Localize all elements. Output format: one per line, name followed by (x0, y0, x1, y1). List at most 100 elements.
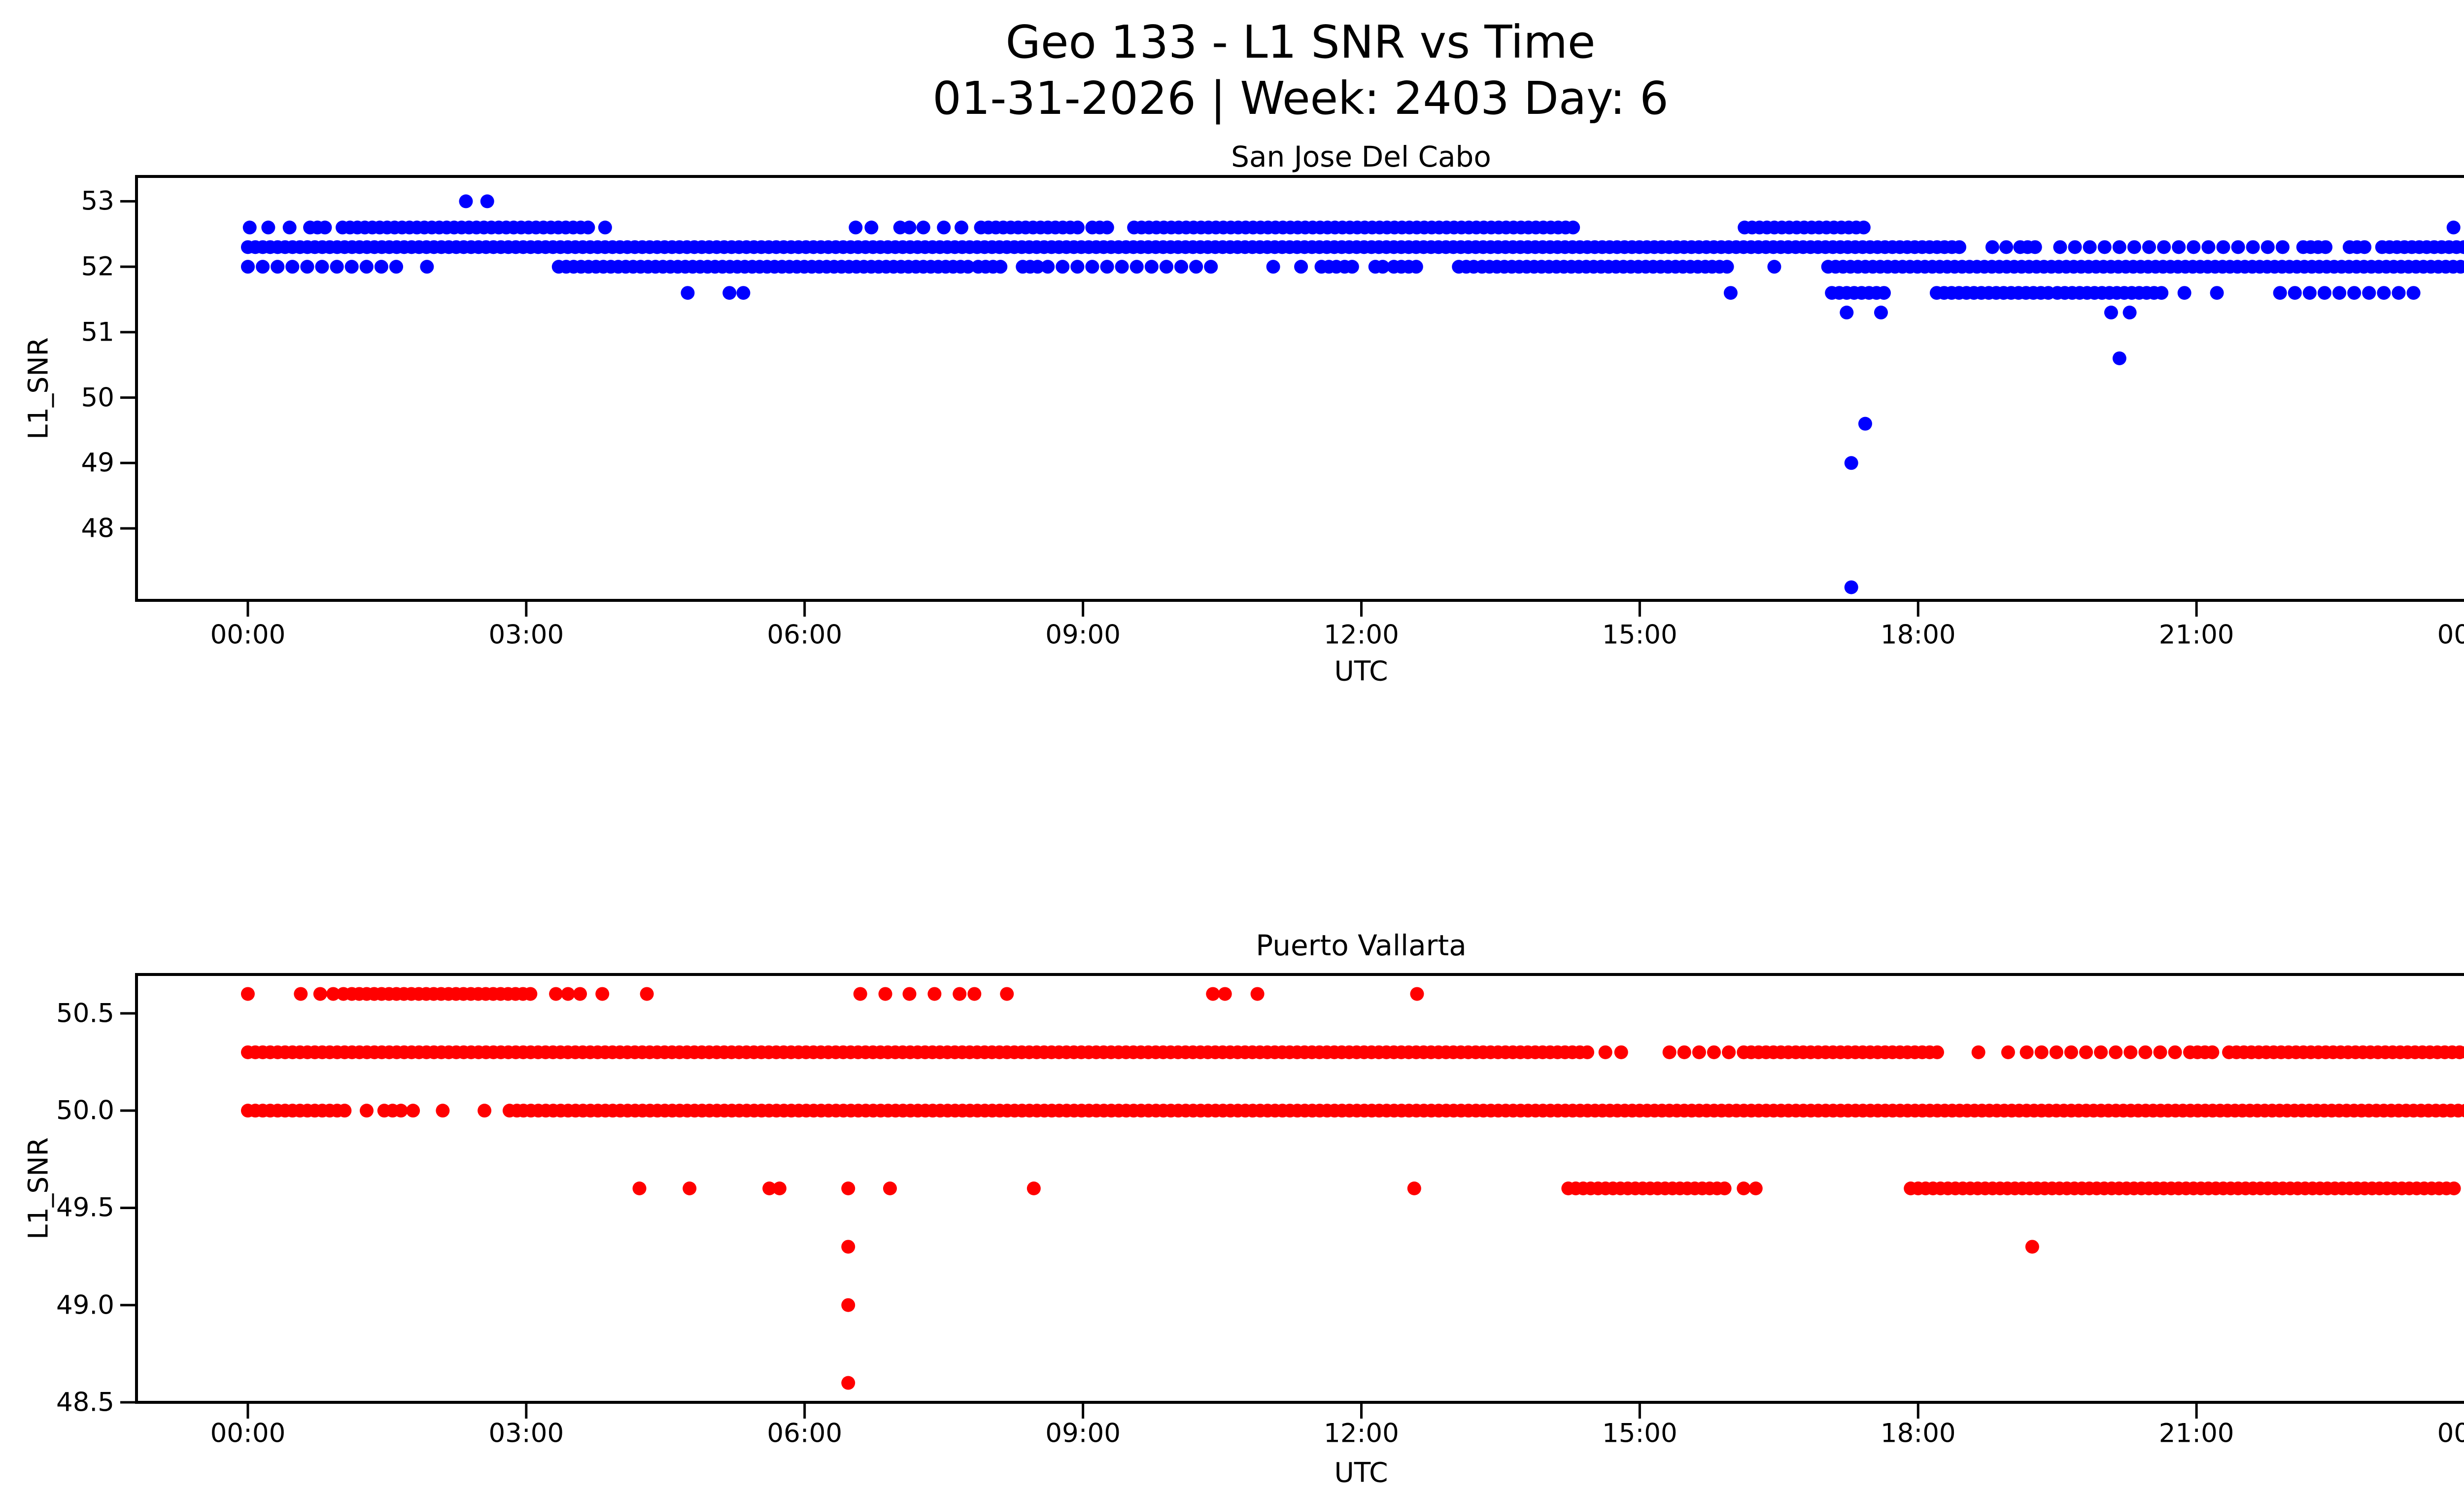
scatter-point (595, 987, 610, 1001)
scatter-point (902, 220, 917, 235)
scatter-point (632, 1182, 647, 1195)
scatter-point (510, 1104, 524, 1118)
scatter-point (2025, 1240, 2039, 1254)
subplot1-xlabel: UTC (1334, 655, 1388, 687)
y-tick-label: 48 (81, 513, 114, 544)
figure-subtitle: 01-31-2026 | Week: 2403 Day: 6 (932, 72, 1669, 125)
y-tick-label: 50.5 (56, 998, 114, 1029)
scatter-point (1840, 306, 1854, 320)
scatter-point (598, 220, 612, 235)
scatter-point (436, 1104, 450, 1118)
scatter-point (2104, 306, 2118, 320)
scatter-point (853, 987, 867, 1001)
scatter-point (1737, 1182, 1751, 1195)
scatter-point (313, 987, 327, 1001)
x-tick-label: 03:00 (488, 620, 564, 650)
x-tick-label: 21:00 (2158, 620, 2234, 650)
scatter-point (2112, 351, 2126, 365)
scatter-point (1266, 260, 1280, 274)
scatter-point (240, 987, 255, 1001)
scatter-point (573, 987, 587, 1001)
scatter-point (927, 987, 942, 1001)
scatter-point (762, 1182, 777, 1195)
scatter-point (772, 1182, 787, 1195)
figure-title: Geo 133 - L1 SNR vs Time (1005, 16, 1596, 69)
x-tick-label: 12:00 (1324, 1418, 1399, 1449)
x-tick-label: 12:00 (1324, 620, 1399, 650)
x-tick-label: 18:00 (1880, 1418, 1956, 1449)
scatter-point (841, 1182, 856, 1195)
scatter-point (1858, 417, 1872, 431)
scatter-point (1218, 987, 1232, 1001)
scatter-point (937, 220, 951, 235)
scatter-point (681, 286, 695, 300)
x-tick-label: 09:00 (1045, 1418, 1121, 1449)
scatter-point (640, 987, 654, 1001)
scatter-point (406, 1104, 420, 1118)
scatter-point (883, 1182, 897, 1195)
subplot2-xlabel: UTC (1334, 1457, 1388, 1489)
scatter-point (916, 220, 930, 235)
scatter-point (1407, 1182, 1421, 1195)
scatter-point (359, 1104, 374, 1118)
scatter-point (1614, 1045, 1628, 1059)
y-tick-label: 49.0 (56, 1290, 114, 1321)
scatter-point (326, 987, 341, 1001)
scatter-point (841, 1240, 856, 1254)
scatter-point (294, 987, 308, 1001)
scatter-point (954, 220, 968, 235)
scatter-point (1874, 306, 1888, 320)
subplot1-title: San Jose Del Cabo (1231, 140, 1491, 174)
scatter-point (1000, 987, 1014, 1001)
x-tick-label: 21:00 (2158, 1418, 2234, 1449)
scatter-point (394, 1104, 408, 1118)
scatter-point (1294, 260, 1308, 274)
x-tick-label: 09:00 (1045, 620, 1121, 650)
x-tick-label: 00:00 (210, 620, 286, 650)
x-tick-label: 15:00 (1602, 1418, 1677, 1449)
scatter-point (420, 260, 434, 274)
scatter-point (841, 1376, 856, 1390)
scatter-point (282, 220, 297, 235)
y-tick-label: 49.5 (56, 1192, 114, 1223)
x-tick-label: 03:00 (488, 1418, 564, 1449)
scatter-point (1844, 456, 1858, 470)
scatter-point (561, 987, 575, 1001)
scatter-point (1410, 987, 1424, 1001)
scatter-point (2177, 286, 2191, 300)
scatter-point (722, 286, 737, 300)
scatter-point (736, 286, 751, 300)
scatter-point (1767, 260, 1781, 274)
x-tick-label: 00:00 (210, 1418, 286, 1449)
x-tick-label: 06:00 (767, 1418, 843, 1449)
y-tick-label: 49 (81, 448, 114, 478)
scatter-point (549, 987, 563, 1001)
x-tick-label: 00:00 (2437, 1418, 2464, 1449)
scatter-point (1971, 1045, 1985, 1059)
scatter-point (953, 987, 967, 1001)
subplot2-title: Puerto Vallarta (1256, 929, 1467, 962)
scatter-point (878, 987, 892, 1001)
scatter-point (849, 220, 863, 235)
scatter-point (967, 987, 982, 1001)
x-tick-label: 00:00 (2437, 620, 2464, 650)
y-tick-label: 52 (81, 251, 114, 282)
scatter-point (1206, 987, 1220, 1001)
scatter-point (1027, 1182, 1041, 1195)
scatter-point (480, 194, 494, 209)
scatter-point (459, 194, 473, 209)
scatter-point (1844, 580, 1858, 594)
scatter-point (2001, 1045, 2015, 1059)
scatter-point (2122, 306, 2137, 320)
scatter-point (1985, 240, 1999, 254)
axes-frame (135, 175, 2464, 602)
y-tick-label: 50.0 (56, 1095, 114, 1126)
scatter-point (841, 1298, 856, 1312)
x-tick-label: 06:00 (767, 620, 843, 650)
scatter-point (1723, 286, 1738, 300)
scatter-point (478, 1104, 492, 1118)
y-tick-label: 53 (81, 186, 114, 216)
scatter-point (1748, 1182, 1763, 1195)
